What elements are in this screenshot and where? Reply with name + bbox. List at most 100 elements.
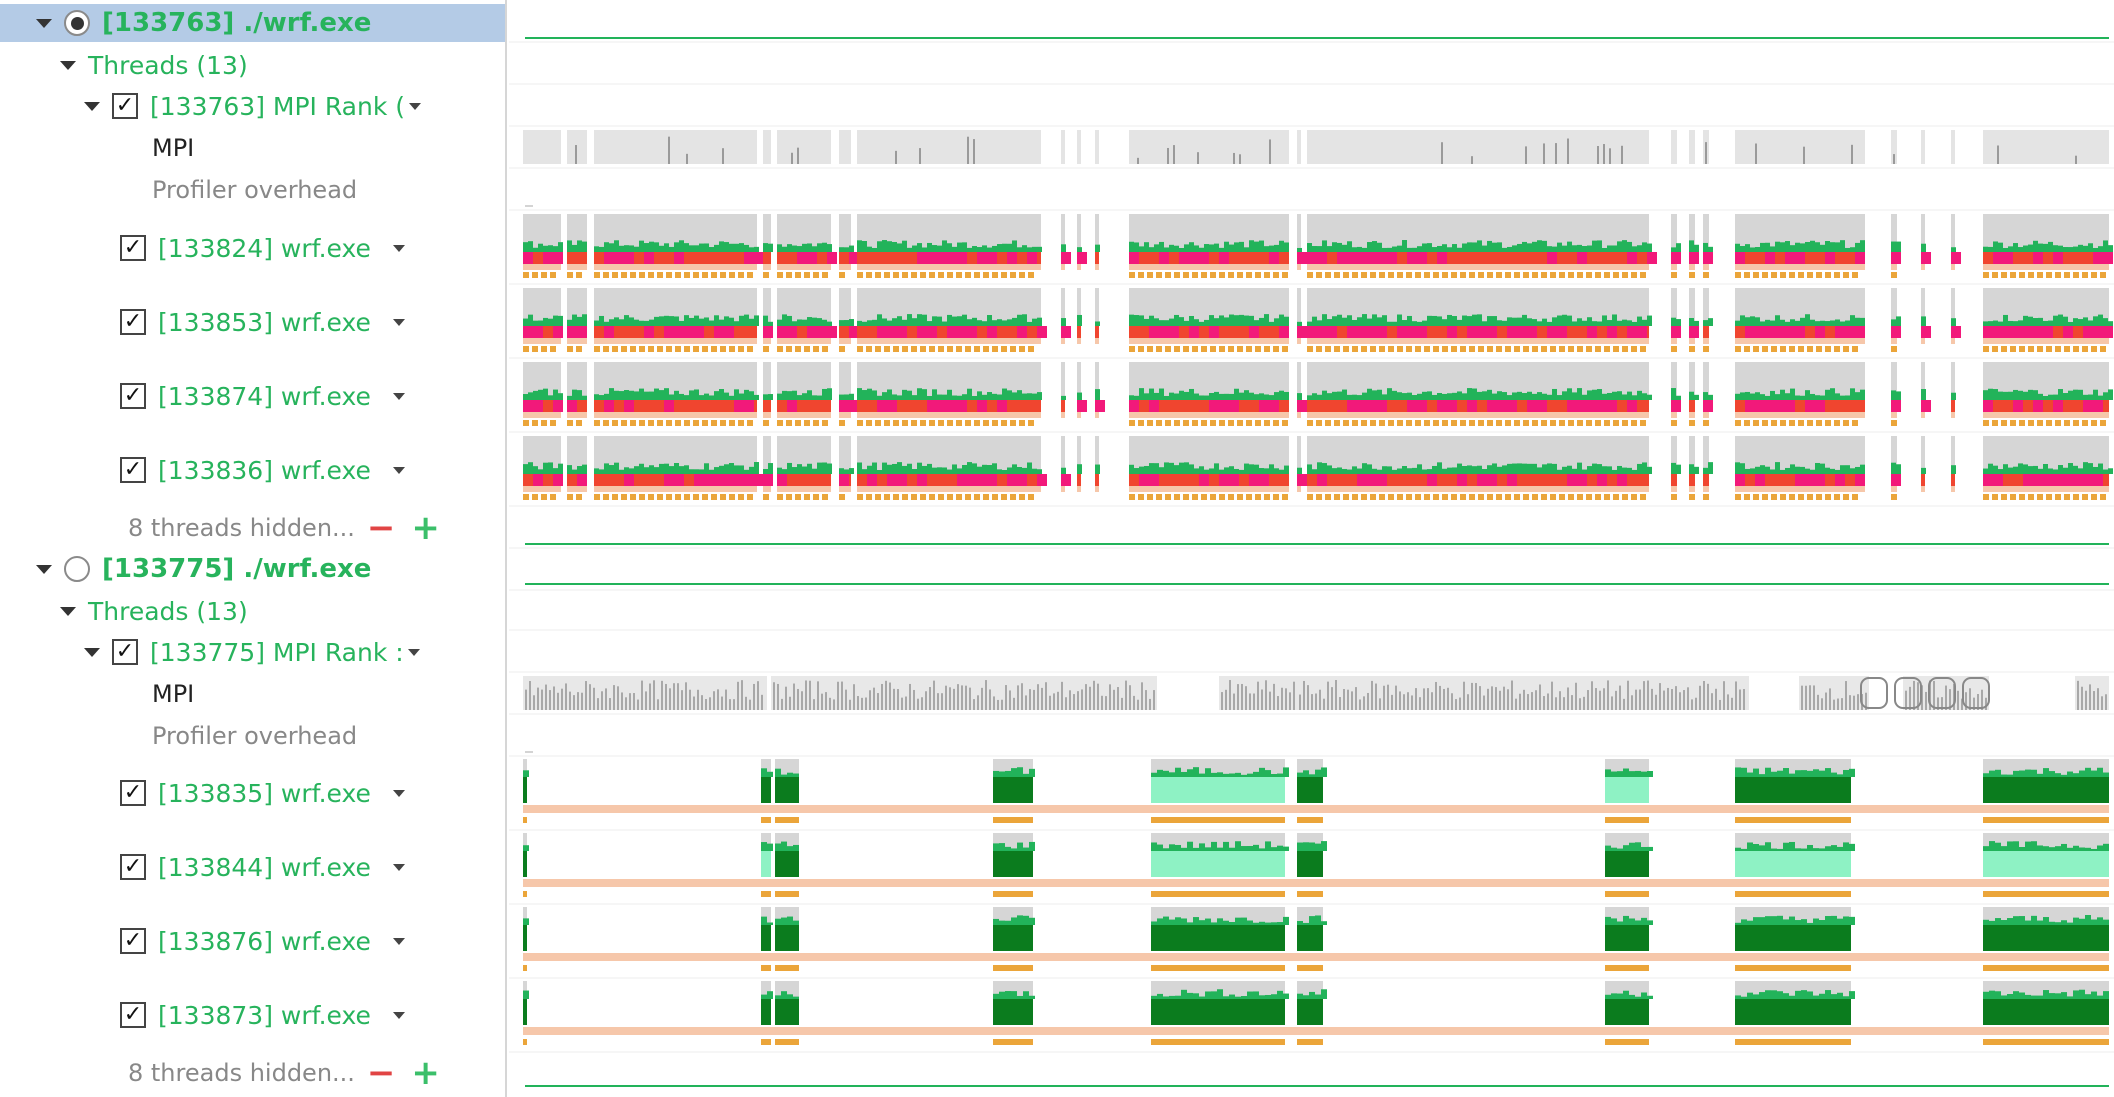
orange-marker: [2019, 420, 2025, 426]
timeline-tracks[interactable]: [509, 0, 2114, 1097]
cpu-activity: [1447, 314, 1452, 326]
idle-background: [1689, 288, 1695, 328]
orange-marker: [594, 420, 600, 426]
dropdown-caret-icon[interactable]: [392, 937, 405, 945]
radio-unselected-icon[interactable]: [64, 556, 90, 582]
checkbox-checked-icon[interactable]: ✓: [120, 235, 146, 261]
dropdown-caret-icon[interactable]: [407, 648, 420, 656]
collapse-threads-button[interactable]: −: [366, 1053, 396, 1093]
peach-band: [1703, 338, 1709, 344]
peach-band: [1095, 412, 1099, 418]
checkbox-checked-icon[interactable]: ✓: [120, 854, 146, 880]
dropdown-caret-icon[interactable]: [392, 318, 405, 326]
thread-row[interactable]: ✓ [133836] wrf.exe: [0, 450, 505, 490]
checkbox-checked-icon[interactable]: ✓: [120, 1002, 146, 1028]
orange-marker: [911, 494, 917, 500]
thread-row[interactable]: ✓ [133835] wrf.exe: [0, 773, 505, 813]
dropdown-caret-icon[interactable]: [392, 789, 405, 797]
thread-row[interactable]: ✓ [133873] wrf.exe: [0, 995, 505, 1035]
cpu-activity: [1647, 920, 1653, 925]
cpu-activity: [1745, 317, 1750, 326]
cpu-activity: [1432, 394, 1437, 400]
orange-marker: [804, 420, 810, 426]
collapse-arrow-icon[interactable]: [36, 18, 52, 28]
checkbox-checked-icon[interactable]: ✓: [120, 457, 146, 483]
dropdown-caret-icon[interactable]: [392, 863, 405, 871]
cpu-activity: [1765, 767, 1771, 777]
hidden-threads-row-1: 8 threads hidden... − +: [0, 508, 505, 548]
main-thread-row-1[interactable]: ✓ [133763] MPI Rank (: [0, 87, 505, 125]
cpu-activity: [1759, 992, 1765, 999]
mpi-band: [1703, 326, 1709, 338]
thread-row[interactable]: ✓ [133853] wrf.exe: [0, 302, 505, 342]
orange-marker: [1789, 494, 1795, 500]
orange-marker: [1852, 272, 1858, 278]
cpu-activity: [739, 315, 744, 326]
collapse-arrow-icon[interactable]: [36, 564, 52, 574]
cpu-activity: [1254, 464, 1259, 474]
process-row-1[interactable]: [133763] ./wrf.exe: [0, 4, 505, 42]
dropdown-caret-icon[interactable]: [392, 392, 405, 400]
orange-marker: [1388, 420, 1394, 426]
cpu-activity: [2025, 994, 2031, 999]
orange-marker: [763, 420, 769, 426]
dropdown-caret-icon[interactable]: [392, 1011, 405, 1019]
cpu-activity: [839, 468, 844, 474]
mpi-spike: [1833, 699, 1835, 710]
cpu-activity: [1169, 772, 1175, 777]
checkbox-checked-icon[interactable]: ✓: [120, 780, 146, 806]
cpu-activity: [1129, 314, 1134, 326]
mpi-spike: [773, 682, 775, 710]
orange-marker: [1550, 420, 1556, 426]
checkbox-checked-icon[interactable]: ✓: [120, 309, 146, 335]
cpu-activity: [2097, 995, 2103, 999]
cpu-activity: [1813, 848, 1819, 851]
process-label: [133763] ./wrf.exe: [102, 8, 372, 38]
expand-threads-button[interactable]: +: [411, 1053, 440, 1093]
dropdown-caret-icon[interactable]: [409, 102, 422, 110]
thread-row[interactable]: ✓ [133876] wrf.exe: [0, 921, 505, 961]
checkbox-checked-icon[interactable]: ✓: [112, 93, 138, 119]
thread-row[interactable]: ✓ [133824] wrf.exe: [0, 228, 505, 268]
process-row-2[interactable]: [133775] ./wrf.exe: [0, 550, 505, 588]
cpu-activity: [781, 991, 787, 999]
thread-row[interactable]: ✓ [133844] wrf.exe: [0, 847, 505, 887]
mpi-spike: [1727, 694, 1729, 710]
collapse-threads-button[interactable]: −: [366, 508, 396, 548]
dropdown-caret-icon[interactable]: [392, 466, 405, 474]
cpu-activity: [1835, 242, 1840, 252]
orange-marker: [1568, 272, 1574, 278]
sync-band: [877, 400, 887, 412]
threads-group-row-2[interactable]: Threads (13): [0, 592, 505, 630]
sync-band: [1377, 400, 1387, 412]
expand-threads-button[interactable]: +: [411, 508, 440, 548]
collapse-arrow-icon[interactable]: [60, 60, 76, 70]
timeline-panel[interactable]: [509, 0, 2114, 1097]
thread-row[interactable]: ✓ [133874] wrf.exe: [0, 376, 505, 416]
orange-marker: [1807, 420, 1813, 426]
checkbox-checked-icon[interactable]: ✓: [112, 639, 138, 665]
dropdown-caret-icon[interactable]: [392, 244, 405, 252]
sync-band: [917, 474, 927, 486]
sync-band: [2103, 252, 2113, 264]
main-thread-row-2[interactable]: ✓ [133775] MPI Rank :: [0, 633, 505, 671]
mpi-spike: [1519, 693, 1521, 710]
orange-marker: [1541, 420, 1547, 426]
collapse-arrow-icon[interactable]: [84, 647, 100, 657]
cpu-activity: [649, 319, 654, 326]
mpi-spike: [965, 685, 967, 710]
cpu-activity: [761, 916, 767, 925]
cpu-activity: [1790, 464, 1795, 474]
cpu-activity: [1037, 246, 1042, 252]
threads-group-row-1[interactable]: Threads (13): [0, 46, 505, 84]
collapse-arrow-icon[interactable]: [60, 606, 76, 616]
orange-marker: [902, 494, 908, 500]
orange-marker: [2010, 346, 2016, 352]
orange-marker: [1370, 272, 1376, 278]
collapse-arrow-icon[interactable]: [84, 101, 100, 111]
checkbox-checked-icon[interactable]: ✓: [120, 928, 146, 954]
cpu-activity: [1151, 842, 1157, 851]
checkbox-checked-icon[interactable]: ✓: [120, 383, 146, 409]
sync-band: [763, 474, 773, 486]
radio-selected-icon[interactable]: [64, 10, 90, 36]
